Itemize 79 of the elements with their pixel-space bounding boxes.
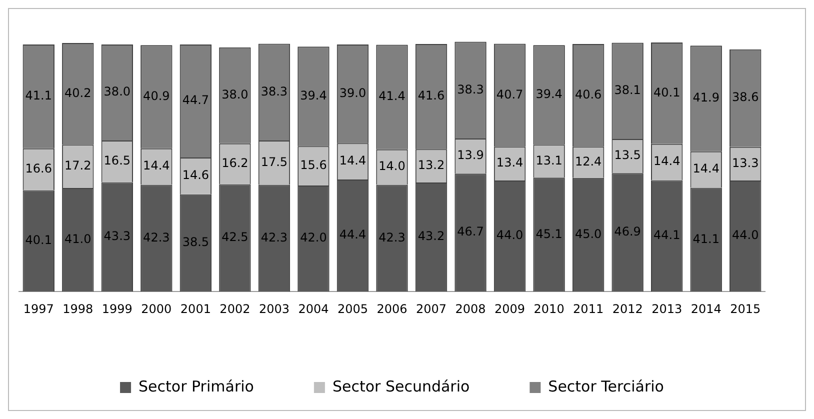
x-tick-label: 1997 (23, 302, 54, 316)
data-label: 16.6 (25, 161, 52, 176)
legend-label: Sector Terciário (548, 377, 664, 396)
data-label: 14.6 (182, 168, 210, 182)
data-label: 43.2 (418, 229, 445, 244)
data-label: 38.3 (457, 82, 484, 96)
data-label: 16.5 (104, 154, 131, 168)
x-tick-label: 1999 (102, 302, 132, 316)
data-label: 44.7 (182, 93, 210, 108)
x-tick-label: 2007 (416, 302, 447, 316)
data-label: 41.1 (25, 88, 52, 103)
data-label: 44.0 (732, 228, 759, 242)
data-label: 13.1 (536, 153, 562, 168)
data-label: 40.7 (496, 87, 524, 102)
data-label: 42.3 (378, 230, 406, 244)
x-tick-label: 2008 (455, 302, 486, 316)
data-label: 14.0 (378, 159, 406, 174)
data-label: 45.0 (574, 226, 602, 241)
data-label: 39.4 (300, 88, 327, 102)
x-tick-label: 2002 (220, 302, 250, 316)
legend-label: Sector Primário (138, 377, 254, 396)
data-label: 41.1 (692, 232, 720, 246)
data-label: 44.1 (653, 228, 680, 242)
data-label: 43.3 (104, 229, 131, 244)
data-label: 40.1 (653, 85, 680, 100)
data-label: 13.5 (614, 148, 641, 162)
x-tick-label: 2010 (534, 302, 564, 316)
data-label: 41.4 (378, 89, 406, 104)
x-tick-label: 2014 (690, 302, 722, 316)
x-tick-label: 2012 (612, 302, 643, 316)
data-label: 13.3 (732, 156, 759, 170)
data-label: 38.0 (104, 84, 131, 99)
data-label: 38.0 (222, 87, 248, 102)
x-tick-label: 2000 (141, 302, 172, 316)
data-label: 38.3 (260, 84, 288, 98)
data-label: 40.9 (143, 88, 170, 103)
data-label: 15.6 (300, 158, 327, 172)
data-label: 44.4 (339, 228, 366, 242)
data-label: 17.2 (64, 158, 92, 172)
data-label: 14.4 (692, 162, 720, 176)
data-label: 39.4 (536, 86, 562, 101)
data-label: 41.0 (64, 232, 92, 246)
data-label: 40.6 (574, 87, 602, 102)
data-label: 46.7 (457, 224, 484, 239)
data-label: 13.2 (418, 158, 445, 172)
data-label: 42.0 (300, 230, 327, 245)
data-label: 41.6 (418, 88, 445, 103)
x-tick-label: 2011 (573, 302, 604, 316)
x-tick-label: 2013 (652, 302, 682, 316)
data-label: 16.2 (222, 156, 248, 170)
data-label: 42.3 (260, 230, 288, 244)
x-tick-label: 2001 (180, 302, 211, 316)
x-tick-label: 2006 (376, 302, 408, 316)
data-label: 46.9 (614, 224, 641, 238)
legend-label: Sector Secundário (332, 377, 470, 396)
x-tick-label: 2009 (494, 302, 526, 316)
data-label: 38.6 (732, 90, 759, 104)
data-label: 13.4 (496, 156, 524, 170)
data-label: 38.1 (614, 83, 641, 98)
data-label: 14.4 (143, 158, 170, 173)
data-label: 40.1 (25, 233, 52, 248)
data-label: 42.5 (222, 230, 248, 244)
data-label: 38.5 (182, 235, 210, 250)
data-label: 40.2 (64, 86, 92, 100)
data-label: 14.4 (339, 153, 366, 168)
data-label: 14.4 (653, 154, 680, 168)
data-label: 17.5 (260, 154, 288, 169)
x-tick-label: 2004 (298, 302, 329, 316)
data-label: 12.4 (574, 154, 602, 168)
data-label: 41.9 (692, 90, 720, 105)
x-tick-label: 2005 (337, 302, 368, 316)
data-label: 44.0 (496, 228, 524, 242)
x-tick-label: 2015 (730, 302, 761, 316)
data-label: 13.9 (457, 148, 484, 162)
x-tick-label: 2003 (258, 302, 290, 316)
data-label: 39.0 (339, 86, 366, 100)
data-label: 42.3 (143, 230, 170, 244)
data-label: 45.1 (536, 226, 562, 241)
x-tick-label: 1998 (62, 302, 94, 316)
